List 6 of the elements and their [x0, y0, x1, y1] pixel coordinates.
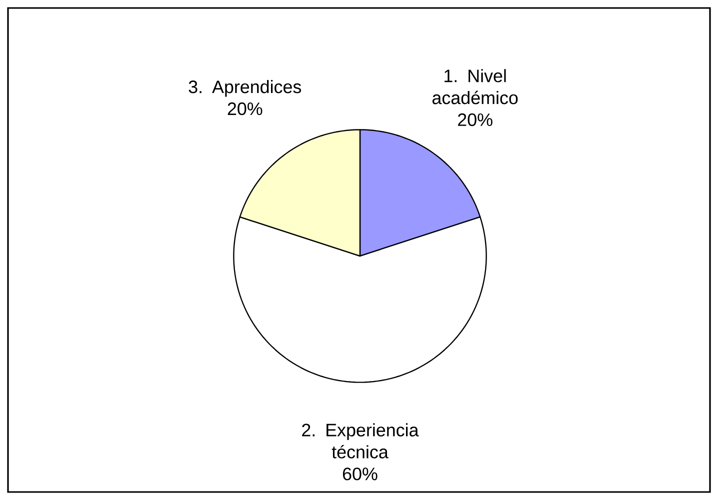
data-label: 20%: [458, 113, 492, 126]
slice-label: 3. Aprendices: [188, 80, 302, 97]
data-label: 60%: [342, 468, 378, 480]
data-label: 20%: [228, 102, 262, 116]
slice-label: 1. Nivel académico: [432, 69, 518, 104]
slice-label: 2. Experiencia técnica: [302, 423, 419, 458]
